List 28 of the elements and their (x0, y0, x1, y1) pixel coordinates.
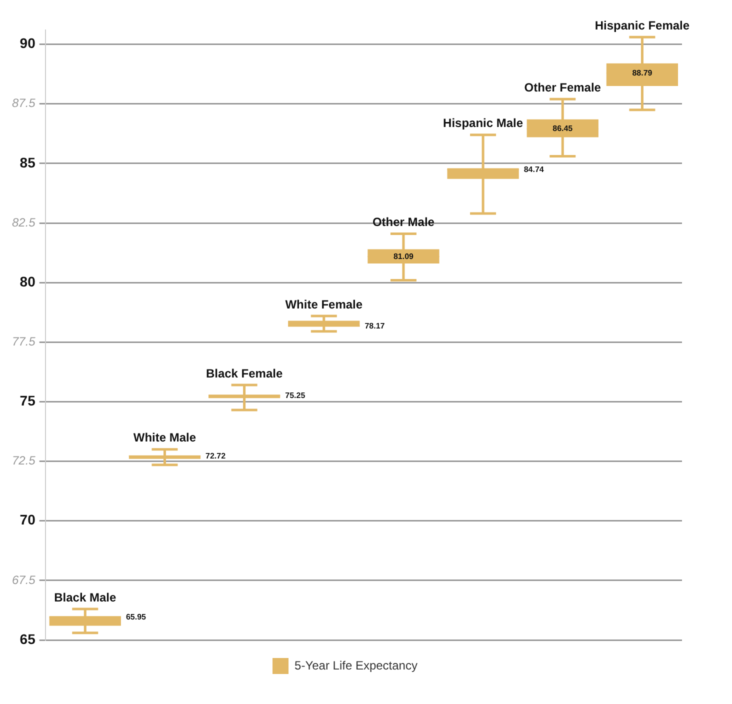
x-tick-label: Black Male (54, 590, 116, 604)
x-tick-label: Other Male (372, 215, 435, 230)
y-tick-label: 85 (20, 154, 36, 170)
y-tick-label: 82.5 (12, 215, 36, 230)
x-tick-label: White Female (285, 297, 363, 312)
y-tick-label: 90 (20, 35, 36, 52)
text: 88.79 (632, 68, 652, 78)
text: 78.17 (364, 321, 385, 330)
y-tick-label: 75 (20, 392, 36, 409)
legend-label: 5-Year Life Expectancy (294, 658, 418, 672)
text: 75.25 (285, 390, 306, 400)
y-tick-label: 70 (20, 512, 36, 528)
y-tick-label: 87.5 (12, 96, 36, 110)
x-tick-label: Hispanic Female (594, 18, 690, 32)
text: 81.09 (393, 252, 414, 261)
text: 84.74 (524, 164, 544, 174)
text: 65.95 (126, 612, 146, 622)
x-tick-label: Black Female (206, 366, 283, 380)
y-tick-label: 72.5 (12, 454, 36, 468)
x-tick-label: White Male (133, 430, 196, 445)
y-tick-label: 65 (20, 630, 36, 647)
x-tick-label: Other Female (524, 80, 602, 94)
x-tick-label: Hispanic Male (443, 116, 524, 130)
text: 72.72 (206, 451, 226, 460)
y-tick-label: 80 (20, 273, 36, 290)
y-tick-label: 67.5 (12, 572, 36, 587)
y-tick-label: 77.5 (12, 334, 36, 348)
text: 86.45 (552, 124, 573, 134)
